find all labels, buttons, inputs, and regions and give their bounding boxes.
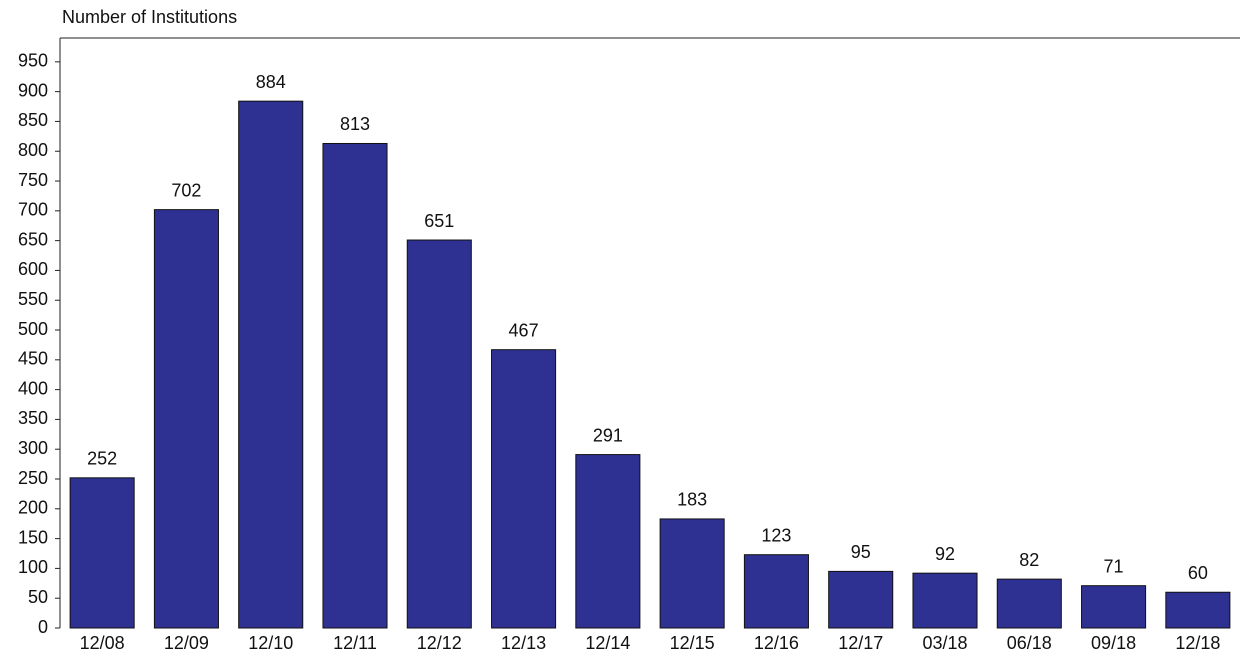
bar: [406, 239, 472, 629]
y-tick-label: 250: [18, 468, 48, 488]
y-tick-label: 800: [18, 140, 48, 160]
x-tick-label: 12/10: [248, 633, 293, 653]
data-label: 95: [851, 542, 871, 562]
x-tick-label: 03/18: [922, 633, 967, 653]
y-axis-label: Number of Institutions: [62, 7, 237, 27]
y-tick-label: 600: [18, 259, 48, 279]
bar: [912, 572, 978, 629]
bar: [743, 554, 809, 629]
bar: [828, 570, 894, 629]
x-tick-label: 12/17: [838, 633, 883, 653]
bar: [238, 100, 304, 629]
data-label: 92: [935, 544, 955, 564]
y-tick-label: 750: [18, 170, 48, 190]
data-label: 291: [593, 425, 623, 445]
y-tick-label: 450: [18, 349, 48, 369]
data-label: 813: [340, 114, 370, 134]
bar: [1081, 585, 1147, 629]
data-label: 71: [1104, 556, 1124, 576]
x-tick-label: 09/18: [1091, 633, 1136, 653]
y-tick-label: 200: [18, 498, 48, 518]
bar: [575, 454, 641, 629]
y-tick-label: 0: [38, 617, 48, 637]
bar: [69, 477, 135, 629]
y-tick-label: 400: [18, 378, 48, 398]
y-tick-label: 700: [18, 200, 48, 220]
x-tick-label: 06/18: [1007, 633, 1052, 653]
bar: [322, 142, 388, 629]
x-tick-label: 12/14: [585, 633, 630, 653]
data-label: 183: [677, 490, 707, 510]
bar: [491, 349, 557, 629]
x-tick-label: 12/16: [754, 633, 799, 653]
bar: [153, 209, 219, 629]
x-tick-label: 12/08: [80, 633, 125, 653]
bar: [659, 518, 725, 629]
x-tick-label: 12/12: [417, 633, 462, 653]
y-tick-label: 100: [18, 557, 48, 577]
x-tick-label: 12/13: [501, 633, 546, 653]
data-label: 884: [256, 72, 286, 92]
x-tick-label: 12/18: [1175, 633, 1220, 653]
bar: [996, 578, 1062, 629]
y-tick-label: 550: [18, 289, 48, 309]
data-label: 651: [424, 211, 454, 231]
y-tick-label: 950: [18, 51, 48, 71]
y-tick-label: 350: [18, 408, 48, 428]
data-label: 123: [761, 525, 791, 545]
data-label: 252: [87, 449, 117, 469]
x-tick-label: 12/15: [670, 633, 715, 653]
data-label: 82: [1019, 550, 1039, 570]
x-tick-label: 12/11: [333, 633, 377, 653]
bar: [1165, 591, 1231, 629]
data-label: 60: [1188, 563, 1208, 583]
y-tick-label: 850: [18, 110, 48, 130]
y-tick-label: 150: [18, 527, 48, 547]
data-label: 702: [171, 180, 201, 200]
y-tick-label: 300: [18, 438, 48, 458]
x-tick-label: 12/09: [164, 633, 209, 653]
y-tick-label: 900: [18, 80, 48, 100]
y-tick-label: 650: [18, 229, 48, 249]
y-tick-label: 50: [28, 587, 48, 607]
y-tick-label: 500: [18, 319, 48, 339]
data-label: 467: [509, 320, 539, 340]
